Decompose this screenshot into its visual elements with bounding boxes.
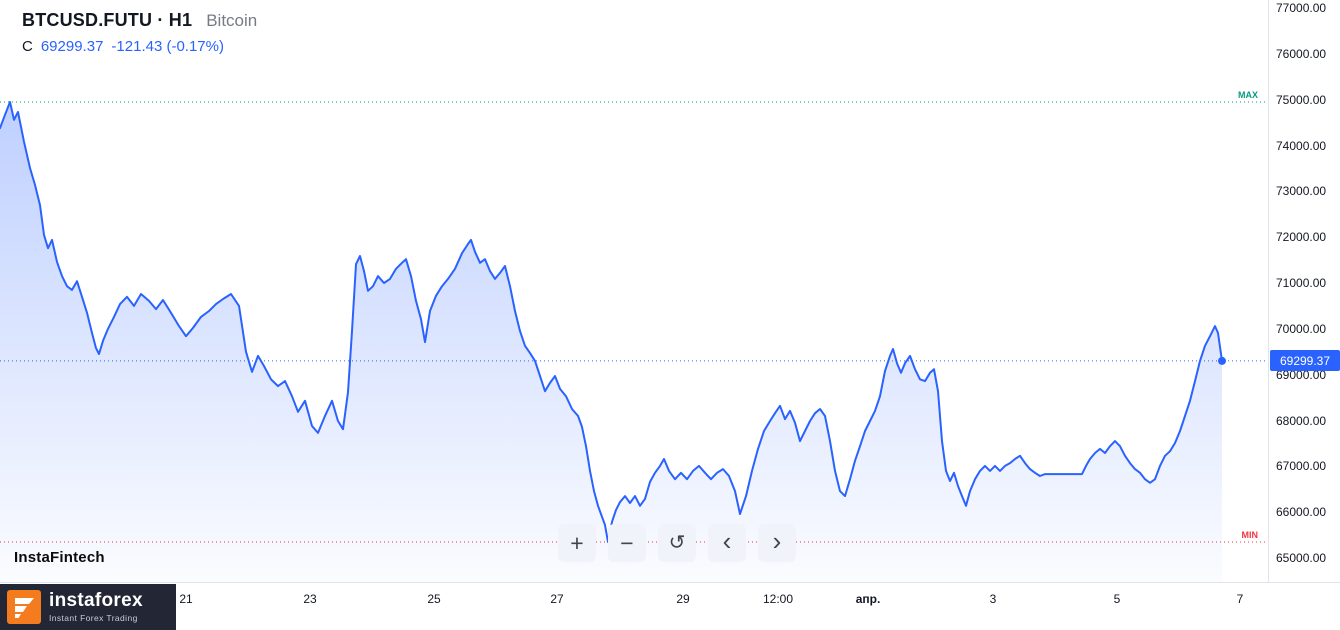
time-axis[interactable]: 21 23 25 27 29 12:00 апр. 3 5 7 [0, 582, 1340, 630]
last-price-dot [1218, 356, 1226, 365]
price-change-value: -121.43 (-0.17%) [111, 38, 224, 55]
instaforex-logo: instaforex Instant Forex Trading [0, 584, 176, 630]
time-axis-label: 5 [1113, 592, 1121, 606]
scroll-left-button[interactable]: ‹ [708, 524, 746, 562]
watermark-text: InstaFintech [14, 549, 105, 566]
brand-tagline: Instant Forex Trading [49, 613, 138, 623]
time-axis-label: 27 [550, 592, 564, 606]
price-axis-label: 73000.00 [1276, 184, 1327, 199]
time-axis-label: 21 [179, 592, 193, 606]
reset-chart-button[interactable]: ↺ [658, 524, 696, 562]
symbol-description: Bitcoin [206, 11, 258, 30]
quote-row: C 69299.37 -121.43 (-0.17%) [22, 38, 257, 55]
zoom-in-button[interactable]: + [558, 524, 596, 562]
close-label: C [22, 38, 33, 55]
price-axis-label: 66000.00 [1276, 505, 1327, 520]
scroll-right-button[interactable]: › [758, 524, 796, 562]
price-axis-label: 71000.00 [1276, 276, 1327, 290]
price-axis-label: 77000.00 [1276, 1, 1327, 15]
time-axis-label: 25 [427, 592, 441, 606]
chart-header: BTCUSD.FUTU · H1 Bitcoin C 69299.37 -121… [22, 10, 257, 55]
time-axis-label: 23 [303, 592, 317, 606]
brand-texts: instaforex Instant Forex Trading [49, 591, 143, 623]
min-label: MIN [1242, 530, 1259, 540]
price-chart-canvas[interactable]: MAX MIN [0, 0, 1268, 582]
price-axis-label: 75000.00 [1276, 92, 1327, 107]
time-axis-label: 12:00 [762, 592, 794, 606]
time-axis-label: апр. [855, 592, 881, 606]
area-fill [0, 102, 1222, 582]
zoom-out-button[interactable]: − [608, 524, 646, 562]
price-axis-label: 76000.00 [1276, 46, 1327, 61]
last-price-value: 69299.37 [40, 38, 104, 55]
price-line-series [0, 101, 1223, 543]
time-axis-label: 7 [1236, 592, 1244, 606]
brand-name: instaforex [49, 591, 143, 611]
symbol-title[interactable]: BTCUSD.FUTU · H1 [22, 10, 193, 30]
max-label: MAX [1238, 90, 1258, 100]
chart-toolbar: + − ↺ ‹ › [558, 524, 796, 562]
time-axis-label: 3 [989, 592, 997, 606]
price-axis[interactable]: 69299.37 77000.00 76000.00 75000.00 74000.0… [1268, 0, 1340, 582]
symbol-row: BTCUSD.FUTU · H1 Bitcoin [22, 10, 257, 31]
current-price-tag: 69299.37 [1270, 350, 1340, 372]
price-axis-label: 69000.00 [1276, 367, 1327, 382]
price-axis-label: 65000.00 [1276, 551, 1327, 565]
chart-pane[interactable]: MAX MIN BTCUSD.FUTU · H1 Bitcoin C 69299… [0, 0, 1268, 582]
price-axis-label: 68000.00 [1276, 413, 1327, 428]
price-axis-label: 67000.00 [1276, 459, 1327, 474]
price-axis-label: 74000.00 [1276, 138, 1327, 153]
time-axis-label: 29 [676, 592, 690, 606]
price-axis-label: 70000.00 [1276, 321, 1327, 336]
price-axis-label: 72000.00 [1276, 230, 1327, 245]
instaforex-logo-icon [7, 590, 41, 624]
